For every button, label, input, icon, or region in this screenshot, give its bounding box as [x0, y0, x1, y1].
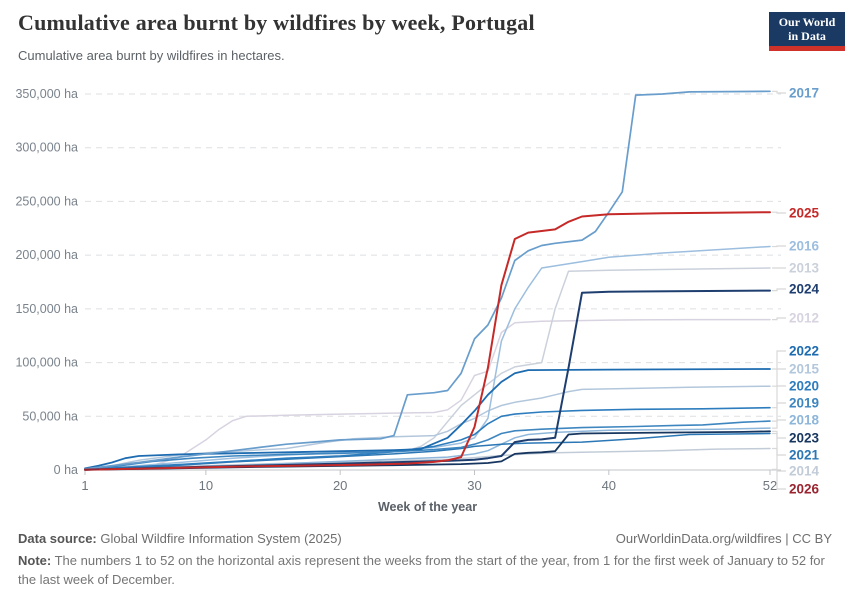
series-label-2017[interactable]: 2017	[789, 86, 819, 101]
chart-canvas: 0 ha 50,000 ha 100,000 ha 150,000 ha 200,000…	[15, 86, 820, 497]
series-connector-2017	[772, 90, 786, 94]
series-connector-2020	[772, 385, 786, 409]
owid-logo-box: Our World in Data	[769, 12, 845, 46]
y-axis-label: 350,000 ha	[15, 87, 78, 101]
series-connector-2021	[772, 432, 786, 456]
series-label-2022[interactable]: 2022	[789, 344, 819, 359]
x-axis-label: 52	[763, 478, 777, 493]
note-label: Note:	[18, 552, 52, 568]
credit-link[interactable]: OurWorldinData.org/wildfires | CC BY	[615, 531, 832, 546]
series-label-2021[interactable]: 2021	[789, 448, 820, 463]
series-connector-2014	[772, 447, 786, 472]
data-source-label: Data source:	[18, 531, 97, 546]
series-label-2019[interactable]: 2019	[789, 396, 819, 411]
series-label-2026[interactable]: 2026	[789, 482, 820, 497]
series-label-2020[interactable]: 2020	[789, 379, 819, 394]
chart-subtitle: Cumulative area burnt by wildfires in he…	[18, 48, 285, 63]
y-axis-label: 300,000 ha	[15, 141, 78, 155]
series-label-2015[interactable]: 2015	[789, 362, 820, 377]
series-connector-2025	[772, 211, 786, 214]
series-line-2014	[84, 447, 771, 471]
series-line-2016	[84, 245, 771, 471]
note-text: The numbers 1 to 52 on the horizontal ax…	[18, 552, 825, 587]
x-axis-label: 30	[467, 478, 481, 493]
x-axis-label: 40	[602, 478, 616, 493]
series-line-2017	[84, 90, 771, 470]
y-axis-label: 50,000 ha	[22, 409, 78, 423]
series-line-2019	[84, 420, 771, 471]
series-connector-2018	[772, 419, 786, 429]
x-axis-label: 10	[199, 478, 213, 493]
series-line-2020	[84, 406, 771, 471]
series-connector-2022	[772, 350, 786, 370]
owid-logo: Our World in Data	[769, 12, 845, 51]
series-connector-2016	[772, 245, 786, 248]
series-line-2022	[84, 368, 771, 470]
series-connector-2019	[772, 402, 786, 422]
series-line-2025	[84, 211, 771, 471]
series-line-2012	[84, 318, 771, 471]
series-label-2018[interactable]: 2018	[789, 413, 820, 428]
series-label-2024[interactable]: 2024	[789, 282, 820, 297]
series-label-2012[interactable]: 2012	[789, 311, 819, 326]
series-connector-2023	[772, 430, 786, 439]
data-source: Data source: Global Wildfire Information…	[18, 530, 342, 549]
chart-footer: Data source: Global Wildfire Information…	[18, 530, 832, 590]
series-label-2014[interactable]: 2014	[789, 464, 820, 479]
y-axis-label: 250,000 ha	[15, 194, 78, 208]
x-axis-label: 1	[81, 478, 88, 493]
y-axis-label: 0 ha	[54, 463, 78, 477]
series-connector-2024	[772, 288, 786, 292]
y-axis-label: 150,000 ha	[15, 302, 78, 316]
data-source-text: Global Wildfire Information System (2025…	[96, 531, 342, 546]
series-connector-2012	[772, 317, 786, 321]
page-title: Cumulative area burnt by wildfires by we…	[18, 10, 535, 35]
x-axis-label: 20	[333, 478, 347, 493]
y-axis-label: 200,000 ha	[15, 248, 78, 262]
series-label-2025[interactable]: 2025	[789, 206, 820, 221]
owid-logo-line1: Our World	[778, 14, 836, 29]
series-label-2016[interactable]: 2016	[789, 239, 820, 254]
series-label-2023[interactable]: 2023	[789, 431, 820, 446]
series-connector-2026	[772, 468, 786, 490]
owid-logo-line2: in Data	[788, 29, 826, 43]
owid-logo-red-bar	[769, 46, 845, 51]
x-axis-title: Week of the year	[377, 500, 478, 514]
series-label-2013[interactable]: 2013	[789, 261, 820, 276]
y-axis-label: 100,000 ha	[15, 356, 78, 370]
series-connector-2015	[772, 368, 786, 387]
